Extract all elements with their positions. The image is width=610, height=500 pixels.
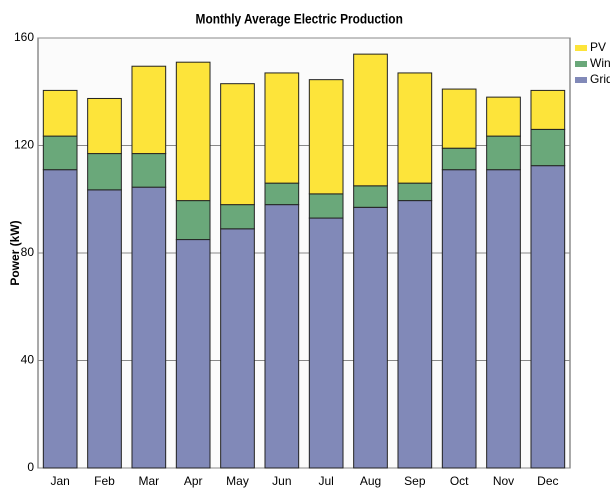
- y-tick-label: 120: [14, 138, 34, 152]
- x-tick-label: Nov: [493, 474, 514, 488]
- x-tick-label: Jul: [318, 474, 333, 488]
- bar-segment: [42, 169, 78, 469]
- bar-segment: [397, 182, 433, 202]
- x-tick-label: Oct: [450, 474, 469, 488]
- legend-label: Grid: [590, 72, 610, 86]
- legend-swatch: [575, 77, 587, 83]
- legend-label: PV: [590, 40, 606, 54]
- bar-segment: [441, 169, 477, 469]
- bar-segment: [353, 185, 388, 208]
- y-tick-label: 40: [21, 353, 35, 367]
- bar-segment: [397, 200, 433, 469]
- bar-segment: [175, 200, 211, 241]
- bar-segment: [441, 88, 477, 149]
- bar-segment: [308, 193, 344, 219]
- bar-segment: [87, 189, 122, 469]
- x-tick-label: Mar: [138, 474, 159, 488]
- bar-segment: [42, 89, 78, 137]
- bar-segment: [441, 147, 477, 171]
- bar-segment: [353, 53, 388, 187]
- bar-segment: [220, 83, 255, 206]
- x-tick-label: Feb: [94, 474, 115, 488]
- bar-segment: [486, 96, 521, 137]
- legend-swatch: [575, 61, 587, 67]
- bar-segment: [397, 72, 433, 184]
- x-tick-label: May: [226, 474, 249, 488]
- legend-label: Wind: [590, 56, 610, 70]
- y-tick-label: 0: [27, 460, 34, 474]
- bar-segment: [530, 128, 566, 167]
- x-tick-label: Dec: [537, 474, 558, 488]
- bar-segment: [486, 169, 521, 469]
- bar-segment: [87, 153, 122, 191]
- bar-segment: [87, 97, 122, 155]
- bar-segment: [530, 165, 566, 469]
- bar-segment: [264, 72, 300, 184]
- bar-segment: [308, 79, 344, 195]
- x-tick-label: Aug: [360, 474, 381, 488]
- bar-segment: [42, 135, 78, 171]
- bar-segment: [131, 153, 167, 188]
- y-axis-label: Power (kW): [8, 220, 22, 285]
- x-tick-label: Sep: [404, 474, 426, 488]
- bar-segment: [131, 65, 167, 155]
- bar-segment: [220, 228, 255, 469]
- bar-segment: [264, 204, 300, 469]
- legend-swatch: [575, 45, 587, 51]
- bar-segment: [220, 204, 255, 230]
- bar-segment: [530, 89, 566, 130]
- chart-title: Monthly Average Electric Production: [196, 11, 403, 27]
- bar-segment: [264, 182, 300, 206]
- y-tick-label: 80: [21, 245, 35, 259]
- bar-segment: [175, 61, 211, 202]
- y-tick-label: 160: [14, 30, 34, 44]
- bar-segment: [308, 217, 344, 469]
- bar-segment: [353, 206, 388, 469]
- bar-segment: [131, 186, 167, 469]
- bar-segment: [486, 135, 521, 171]
- bar-segment: [175, 239, 211, 469]
- x-tick-label: Apr: [184, 474, 203, 488]
- x-tick-label: Jun: [272, 474, 291, 488]
- x-tick-label: Jan: [50, 474, 69, 488]
